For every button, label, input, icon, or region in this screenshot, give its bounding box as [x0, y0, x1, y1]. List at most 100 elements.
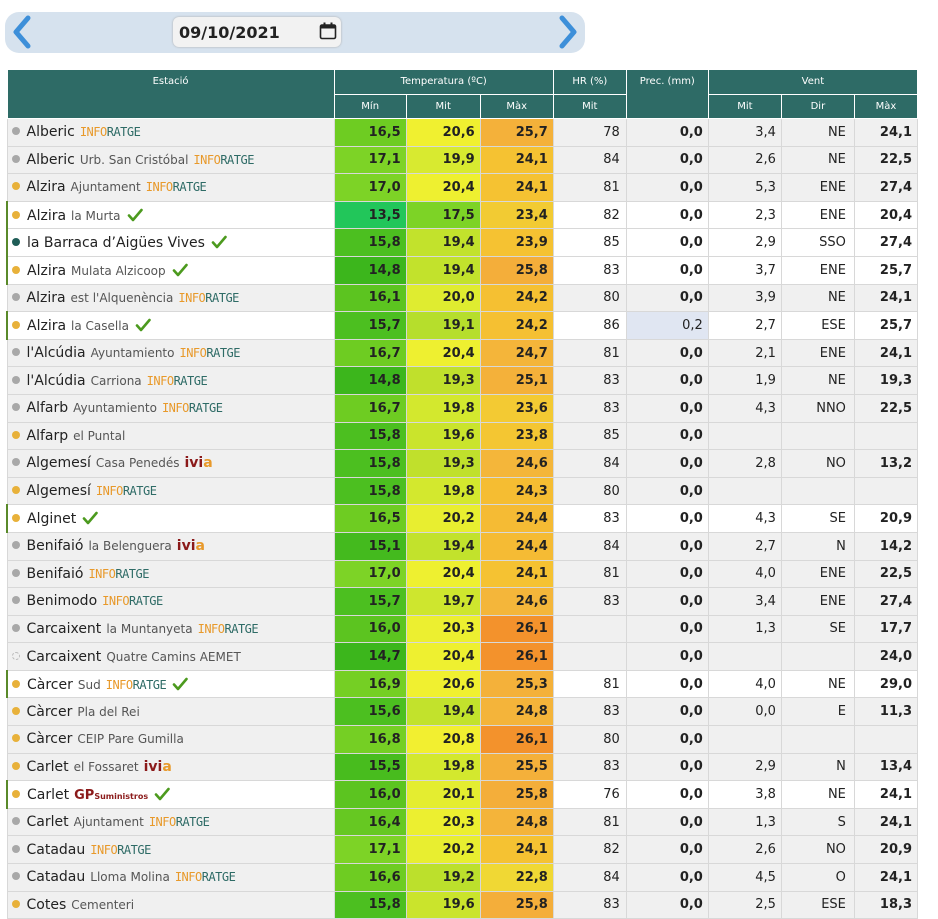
wind-direction-cell: ESE [780, 890, 855, 919]
station-cell[interactable]: Alzira Ajuntament INFORATGE [6, 173, 335, 202]
humidity-cell: 84 [552, 449, 627, 478]
station-cell[interactable]: Càrcer CEIP Pare Gumilla [6, 725, 335, 754]
station-row[interactable]: Carcaixent Quatre Camins AEMET 14,7 20,4 26,… [6, 642, 919, 671]
station-cell[interactable]: la Barraca d’Aigües Vives [5, 228, 335, 257]
station-cell[interactable]: l'Alcúdia Carriona INFORATGE [6, 366, 335, 395]
station-row[interactable]: Alzira la Casella 15,7 19,1 24,2 86 0,2 2,7 ESE 2… [5, 311, 919, 340]
station-row[interactable]: l'Alcúdia Ayuntamiento INFORATGE 16,7 20,4 24… [6, 338, 919, 368]
station-cell[interactable]: Benifaió la Belenguera ivia [6, 531, 335, 561]
station-cell[interactable]: l'Alcúdia Ayuntamiento INFORATGE [6, 338, 335, 368]
wind-max-cell: 18,3 [853, 890, 919, 919]
station-cell[interactable]: Alzira Mulata Alzicoop [5, 255, 335, 285]
station-cell[interactable]: Cotes Cementeri [6, 890, 335, 919]
station-cell[interactable]: Càrcer Pla del Rei [6, 697, 335, 727]
checkmark-icon [172, 677, 189, 690]
header-temp-mean[interactable]: Mit [405, 93, 481, 119]
station-row[interactable]: Alberic INFORATGE 16,5 20,6 25,7 78 0,0 3,4 NE 24… [6, 118, 919, 147]
station-cell[interactable]: Alberic INFORATGE [6, 118, 335, 147]
station-cell[interactable]: Carlet el Fossaret ivia [6, 752, 335, 782]
date-input[interactable]: 09/10/2021 [173, 17, 341, 47]
station-row[interactable]: Catadau Lloma Molina INFORATGE 16,6 19,2 22,8… [6, 863, 919, 892]
station-row[interactable]: Benifaió INFORATGE 17,0 20,4 24,1 81 0,0 4,0 ENE… [6, 559, 919, 589]
station-cell[interactable]: Alginet [5, 504, 335, 533]
chevron-right-icon[interactable] [556, 14, 582, 50]
station-row[interactable]: Alzira la Murta 13,5 17,5 23,4 82 0,0 2,3 ENE 20,… [5, 200, 919, 230]
station-cell[interactable]: Càrcer Sud INFORATGE [5, 669, 335, 699]
station-row[interactable]: Algemesí Casa Penedés ivia 15,8 19,3 24,6 84 0,… [6, 449, 919, 478]
station-cell[interactable]: Carlet Ajuntament INFORATGE [6, 807, 335, 837]
calendar-icon[interactable] [319, 22, 337, 40]
temp-min-cell: 15,8 [333, 228, 407, 257]
station-row[interactable]: Benifaió la Belenguera ivia 15,1 19,4 24,4 84 0… [6, 531, 919, 561]
temp-min-cell: 16,5 [333, 504, 407, 533]
station-cell[interactable]: Carcaixent la Muntanyeta INFORATGE [6, 614, 335, 644]
header-station[interactable]: Estació [6, 69, 335, 119]
temp-min-cell: 16,4 [333, 807, 407, 837]
temp-min-cell: 16,6 [333, 863, 407, 892]
station-row[interactable]: Benimodo INFORATGE 15,7 19,7 24,6 83 0,0 3,4 ENE… [6, 587, 919, 616]
station-row[interactable]: Carlet el Fossaret ivia 15,5 19,8 25,5 83 0,0 2,… [6, 752, 919, 782]
temp-max-cell: 23,8 [479, 421, 554, 451]
station-cell[interactable]: Benifaió INFORATGE [6, 559, 335, 589]
ivia-logo: ivia [176, 538, 205, 555]
station-cell[interactable]: Alfarb Ayuntamiento INFORATGE [6, 393, 335, 423]
temp-mean-cell: 20,2 [405, 504, 481, 533]
gp-suministros-logo: GPSuministros [74, 788, 149, 804]
header-wind-direction[interactable]: Dir [780, 93, 855, 119]
station-cell[interactable]: Alfarp el Puntal [6, 421, 335, 451]
station-row[interactable]: Algemesí INFORATGE 15,8 19,8 24,3 80 0,0 [6, 476, 919, 506]
station-row[interactable]: Alzira est l'Alquenència INFORATGE 16,1 20,0… [6, 283, 919, 313]
station-row[interactable]: Alfarb Ayuntamiento INFORATGE 16,7 19,8 23,6 8… [6, 393, 919, 423]
station-cell[interactable]: Algemesí INFORATGE [6, 476, 335, 506]
wind-mean-cell: 2,9 [707, 228, 782, 257]
station-cell[interactable]: Carlet GPSuministros [5, 780, 335, 809]
humidity-cell: 84 [552, 531, 627, 561]
station-cell[interactable]: Alzira la Casella [5, 311, 335, 340]
station-name: l'Alcúdia [26, 372, 86, 389]
header-wind-max[interactable]: Màx [853, 93, 919, 119]
temp-mean-cell: 19,3 [405, 366, 481, 395]
chevron-left-icon[interactable] [8, 14, 34, 50]
station-row[interactable]: Alfarp el Puntal 15,8 19,6 23,8 85 0,0 [6, 421, 919, 451]
wind-direction-cell: NE [780, 145, 855, 175]
station-cell[interactable]: Benimodo INFORATGE [6, 587, 335, 616]
station-row[interactable]: Alberic Urb. San Cristóbal INFORATGE 17,1 19… [6, 145, 919, 175]
checkmark-icon [127, 208, 143, 221]
station-row[interactable]: Càrcer Sud INFORATGE 16,9 20,6 25,3 81 0,0 4,0 NE… [5, 669, 919, 699]
header-temp-max[interactable]: Màx [479, 93, 554, 119]
station-sublocation: la Casella [71, 318, 129, 333]
inforatge-logo: INFORATGE [95, 484, 157, 499]
station-cell[interactable]: Catadau INFORATGE [6, 835, 335, 865]
header-precipitation[interactable]: Prec. (mm) [625, 69, 709, 119]
station-row[interactable]: Càrcer Pla del Rei 15,6 19,4 24,8 83 0,0 0,0 E 11… [6, 697, 919, 727]
header-temp-min[interactable]: Mín [333, 93, 407, 119]
temp-mean-cell: 20,4 [405, 173, 481, 202]
station-row[interactable]: Carlet Ajuntament INFORATGE 16,4 20,3 24,8 81 0… [6, 807, 919, 837]
temp-mean-cell: 19,8 [405, 752, 481, 782]
station-row[interactable]: l'Alcúdia Carriona INFORATGE 14,8 19,3 25,1 83… [6, 366, 919, 395]
station-cell[interactable]: Alzira la Murta [5, 200, 335, 230]
station-row[interactable]: Alginet 16,5 20,2 24,4 83 0,0 4,3 SE 20,9 [5, 504, 919, 533]
station-cell[interactable]: Algemesí Casa Penedés ivia [6, 449, 335, 478]
station-name: Carcaixent [26, 620, 102, 637]
station-row[interactable]: Carlet GPSuministros 16,0 20,1 25,8 76 0,0 3,8 N… [5, 780, 919, 809]
header-wind-mean[interactable]: Mit [707, 93, 782, 119]
header-humidity-mean[interactable]: Mit [552, 93, 627, 119]
temp-mean-cell: 19,4 [405, 531, 481, 561]
station-row[interactable]: Cotes Cementeri 15,8 19,6 25,8 83 0,0 2,5 ESE 18,… [6, 890, 919, 919]
station-cell[interactable]: Catadau Lloma Molina INFORATGE [6, 863, 335, 892]
station-cell[interactable]: Carcaixent Quatre Camins AEMET [6, 642, 335, 671]
station-row[interactable]: Alzira Mulata Alzicoop 14,8 19,4 25,8 83 0,0 3,… [5, 255, 919, 285]
station-row[interactable]: Catadau INFORATGE 17,1 20,2 24,1 82 0,0 2,6 NO 20… [6, 835, 919, 865]
station-sublocation: Pla del Rei [77, 704, 140, 719]
station-cell[interactable]: Alzira est l'Alquenència INFORATGE [6, 283, 335, 313]
temp-min-cell: 15,6 [333, 697, 407, 727]
station-name: Carlet [26, 814, 69, 831]
temp-min-cell: 15,8 [333, 449, 407, 478]
station-row[interactable]: Alzira Ajuntament INFORATGE 17,0 20,4 24,1 81 0… [6, 173, 919, 202]
station-row[interactable]: Càrcer CEIP Pare Gumilla 16,8 20,8 26,1 80 0,0 [6, 725, 919, 754]
station-row[interactable]: Carcaixent la Muntanyeta INFORATGE 16,0 20,3… [6, 614, 919, 644]
status-dot-icon [11, 458, 20, 467]
station-row[interactable]: la Barraca d’Aigües Vives 15,8 19,4 23,9 85 0… [5, 228, 919, 257]
station-cell[interactable]: Alberic Urb. San Cristóbal INFORATGE [6, 145, 335, 175]
